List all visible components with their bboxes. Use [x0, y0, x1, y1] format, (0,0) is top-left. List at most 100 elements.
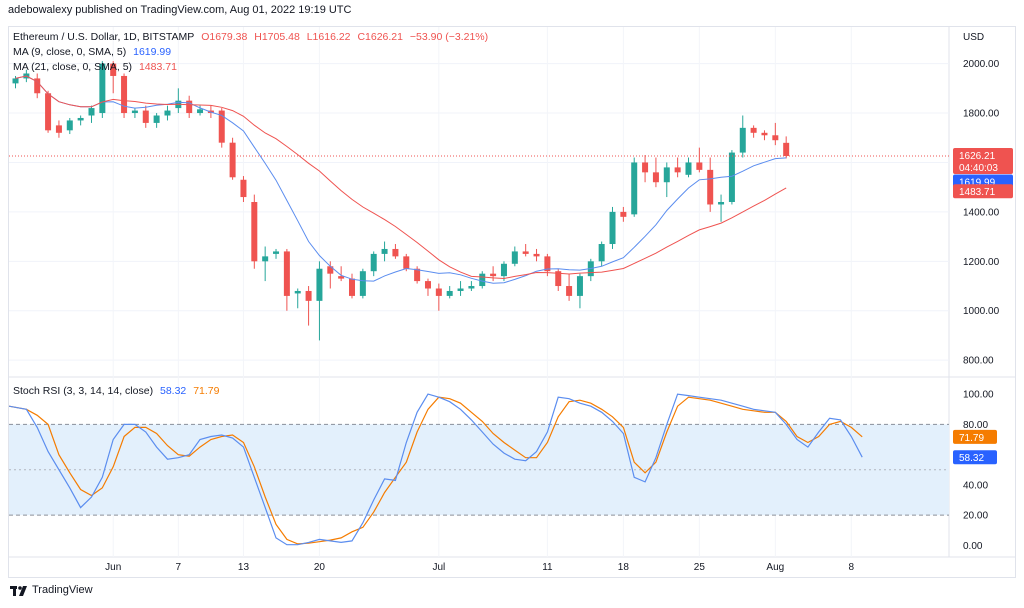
- candle-up: [66, 120, 73, 131]
- stoch-k-line: [9, 393, 863, 546]
- candle-down: [229, 142, 236, 178]
- candle-down: [674, 167, 681, 173]
- time-tick-label: 25: [694, 562, 706, 573]
- candle-down: [34, 78, 41, 94]
- chart-frame: USD800.001000.001200.001400.001600.00180…: [8, 26, 1016, 578]
- candle-down: [186, 100, 193, 114]
- stoch-d-tag: 71.79: [959, 433, 984, 444]
- stoch-tick-label: 40.00: [963, 480, 988, 491]
- candle-up: [663, 167, 670, 183]
- ma9-legend-label: MA (9, close, 0, SMA, 5): [13, 46, 127, 58]
- candle-up: [576, 276, 583, 296]
- publisher-caption: adebowalexy published on TradingView.com…: [8, 4, 352, 16]
- candle-down: [45, 93, 52, 131]
- candle-down: [338, 276, 345, 279]
- candle-down: [305, 290, 312, 301]
- stoch-k-tag: 58.32: [959, 453, 984, 464]
- candle-down: [392, 248, 399, 257]
- candle-down: [414, 268, 421, 282]
- candle-up: [164, 110, 171, 116]
- candle-down: [642, 162, 649, 173]
- last-price-tag-bg: [953, 147, 1013, 174]
- last-price-tag: 1626.21: [959, 151, 996, 162]
- candle-up: [131, 110, 138, 114]
- candle-down: [251, 202, 258, 262]
- candle-up: [153, 115, 160, 123]
- ohlc-close: C1626.21: [357, 31, 403, 43]
- symbol-title[interactable]: Ethereum / U.S. Dollar, 1D, BITSTAMP: [13, 31, 195, 43]
- candle-up: [479, 273, 486, 287]
- candle-down: [620, 211, 627, 217]
- candle-up: [728, 152, 735, 202]
- candle-down: [750, 127, 757, 133]
- candle-up: [511, 251, 518, 264]
- candle-up: [598, 244, 605, 262]
- tradingview-icon: [10, 586, 27, 596]
- stoch-tick-label: 80.00: [963, 420, 988, 431]
- candle-up: [294, 290, 301, 294]
- candle-up: [500, 263, 507, 277]
- ma21-legend[interactable]: MA (21, close, 0, SMA, 5) 1483.71: [13, 61, 181, 73]
- candle-down: [403, 256, 410, 269]
- time-tick-label: Jun: [105, 562, 121, 573]
- candle-up: [77, 117, 84, 121]
- candle-down: [783, 142, 790, 156]
- candle-down: [652, 172, 659, 183]
- time-tick-label: 13: [238, 562, 250, 573]
- tradingview-logo[interactable]: TradingView: [10, 584, 93, 596]
- stoch-tick-label: 20.00: [963, 511, 988, 522]
- candle-up: [12, 78, 19, 84]
- time-tick-label: 18: [618, 562, 630, 573]
- last-price-tag: 04:40:03: [959, 163, 998, 174]
- currency-label: USD: [963, 32, 984, 43]
- price-legend: Ethereum / U.S. Dollar, 1D, BITSTAMP O16…: [13, 31, 492, 43]
- candle-up: [685, 162, 692, 175]
- ma21-line: [15, 75, 787, 280]
- ohlc-change: −53.90 (−3.21%): [409, 31, 489, 43]
- ma21-legend-value: 1483.71: [138, 61, 177, 73]
- candle-down: [283, 251, 290, 296]
- stoch-rsi-d-value: 71.79: [193, 385, 220, 397]
- candle-down: [566, 286, 573, 296]
- ohlc-low: L1616.22: [306, 31, 351, 43]
- candle-down: [707, 169, 714, 205]
- candle-up: [262, 256, 269, 262]
- candle-up: [718, 202, 725, 205]
- stoch-rsi-legend-label: Stoch RSI (3, 3, 14, 14, close): [13, 385, 154, 397]
- candle-up: [468, 286, 475, 289]
- price-tick-label: 1800.00: [963, 109, 1000, 120]
- ma9-line: [15, 75, 787, 284]
- stoch-tick-label: 0.00: [963, 541, 983, 552]
- candle-down: [544, 256, 551, 272]
- candle-down: [327, 266, 334, 274]
- ma9-price-tag: 1619.99: [959, 178, 996, 189]
- time-tick-label: Aug: [766, 562, 784, 573]
- ma21-legend-label: MA (21, close, 0, SMA, 5): [13, 61, 133, 73]
- candle-down: [55, 125, 62, 133]
- time-tick-label: 20: [314, 562, 326, 573]
- stoch-rsi-legend[interactable]: Stoch RSI (3, 3, 14, 14, close) 58.32 71…: [13, 385, 223, 397]
- ma9-legend-value: 1619.99: [133, 46, 172, 58]
- stoch-d-tag-bg: [953, 429, 997, 444]
- candle-down: [696, 162, 703, 170]
- stoch-k-tag-bg: [953, 450, 997, 465]
- ma9-legend[interactable]: MA (9, close, 0, SMA, 5) 1619.99: [13, 46, 175, 58]
- candle-down: [349, 278, 356, 296]
- candle-up: [631, 162, 638, 215]
- price-tick-label: 1000.00: [963, 306, 1000, 317]
- candle-up: [739, 127, 746, 153]
- stoch-tick-label: 100.00: [963, 390, 994, 401]
- candle-up: [316, 268, 323, 301]
- ohlc-high: H1705.48: [254, 31, 300, 43]
- tradingview-brand: TradingView: [32, 584, 93, 596]
- candle-down: [772, 135, 779, 141]
- chart-canvas: USD800.001000.001200.001400.001600.00180…: [9, 27, 1015, 573]
- candle-up: [381, 248, 388, 254]
- price-tick-label: 1400.00: [963, 207, 1000, 218]
- candle-down: [522, 251, 529, 254]
- candle-down: [435, 288, 442, 296]
- candle-down: [240, 179, 247, 198]
- candle-down: [555, 271, 562, 287]
- candle-down: [218, 110, 225, 143]
- time-tick-label: 8: [849, 562, 855, 573]
